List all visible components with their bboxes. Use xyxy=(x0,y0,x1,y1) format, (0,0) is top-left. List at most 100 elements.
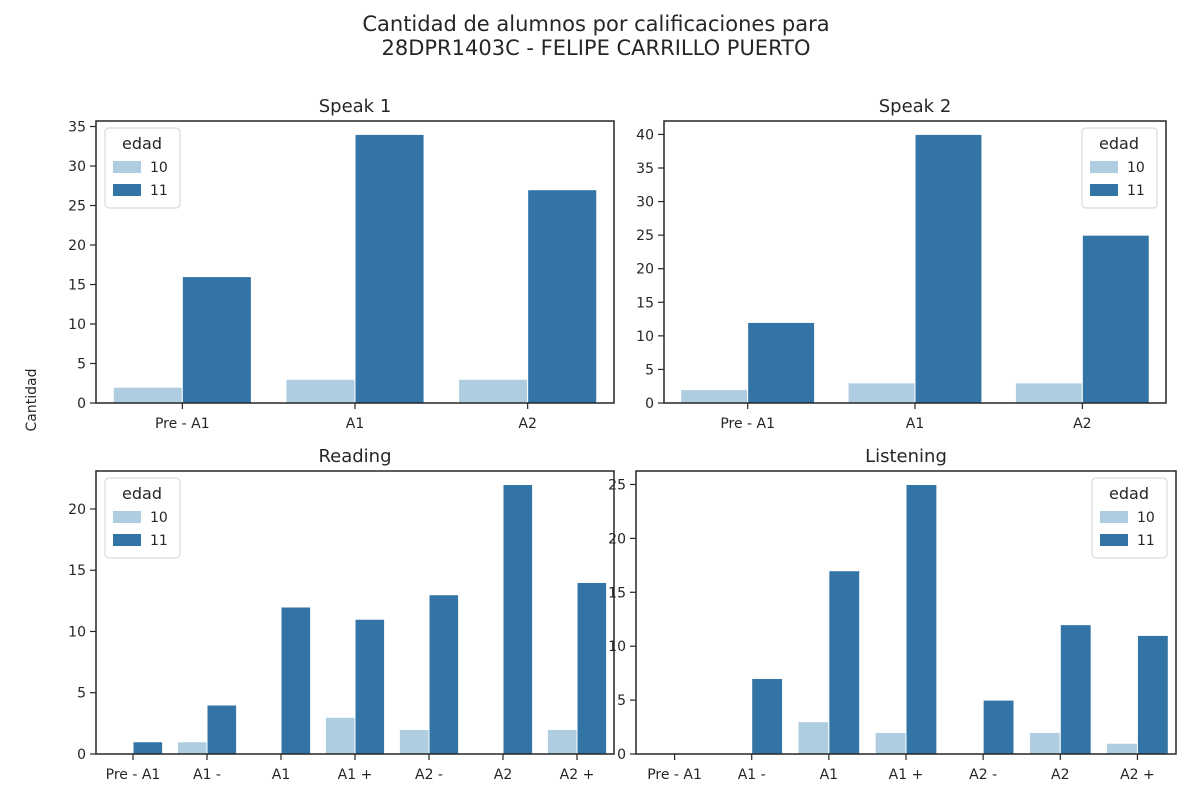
y-tick-label: 10 xyxy=(636,329,654,345)
bar-10-3 xyxy=(874,731,907,755)
bar-11-6 xyxy=(1136,634,1169,755)
bar-10-2 xyxy=(1014,382,1083,404)
subplot-title: Speak 1 xyxy=(319,96,392,117)
subplot-title: Reading xyxy=(318,446,391,467)
x-tick-label: A1 xyxy=(272,767,290,783)
legend-swatch-10 xyxy=(1100,511,1128,523)
x-tick-label: A1 xyxy=(906,416,924,432)
x-tick-label: A2 - xyxy=(969,767,997,783)
x-tick-label: Pre - A1 xyxy=(155,416,210,432)
bar-10-6 xyxy=(546,729,578,755)
figure-title-line1: Cantidad de alumnos por calificaciones p… xyxy=(362,12,830,36)
bar-10-2 xyxy=(797,721,830,755)
legend-title: edad xyxy=(122,134,162,153)
x-tick-label: A1 xyxy=(820,767,838,783)
y-tick-label: 5 xyxy=(645,362,654,378)
bar-11-6 xyxy=(576,581,608,755)
legend-title: edad xyxy=(1099,134,1139,153)
subplot-2: 0 5 10 15 20 Pre - A1 A1 - A1 A1 + A2 - A2 A2 + Read… xyxy=(68,446,615,783)
x-tick-label: A2 xyxy=(518,416,536,432)
bar-11-1 xyxy=(751,678,784,755)
y-tick-label: 30 xyxy=(636,195,654,211)
y-tick-label: 40 xyxy=(636,127,654,143)
x-tick-label: A2 + xyxy=(1120,767,1155,783)
legend-label-10: 10 xyxy=(1127,160,1145,176)
bar-11-5 xyxy=(1059,624,1092,755)
legend-label-11: 11 xyxy=(150,533,168,549)
bar-10-0 xyxy=(112,386,183,404)
bar-11-0 xyxy=(181,276,252,404)
y-tick-label: 30 xyxy=(68,159,86,175)
subplot-3: 0 5 10 15 20 25 Pre - A1 A1 - A1 A1 + A2 - A2 A2 + Li… xyxy=(608,446,1177,783)
bar-10-2 xyxy=(458,378,529,404)
bar-10-6 xyxy=(1106,742,1138,755)
bar-10-1 xyxy=(847,382,916,404)
bar-11-1 xyxy=(914,133,983,404)
bar-11-1 xyxy=(206,704,238,755)
subplot-title: Listening xyxy=(865,446,947,467)
legend-label-10: 10 xyxy=(150,510,168,526)
legend-label-10: 10 xyxy=(150,160,168,176)
y-tick-label: 35 xyxy=(636,161,654,177)
x-tick-label: A1 - xyxy=(193,767,221,783)
y-tick-label: 15 xyxy=(68,563,86,579)
y-tick-label: 25 xyxy=(636,228,654,244)
y-tick-label: 0 xyxy=(645,396,654,412)
x-tick-label: A2 xyxy=(1073,416,1091,432)
y-tick-label: 15 xyxy=(608,585,626,601)
legend: edad 10 11 xyxy=(104,127,181,209)
x-tick-label: A1 + xyxy=(338,767,373,783)
x-tick-label: A1 xyxy=(346,416,364,432)
x-tick-label: A2 + xyxy=(560,767,595,783)
subplot-0: 0 5 10 15 20 25 30 35 Pre - A1 A1 A2 Speak 1 edad 10 1… xyxy=(68,96,615,432)
x-tick-label: A2 xyxy=(494,767,512,783)
y-tick-label: 15 xyxy=(636,295,654,311)
bar-10-1 xyxy=(285,378,356,404)
x-tick-label: Pre - A1 xyxy=(720,416,775,432)
bar-11-3 xyxy=(905,483,938,755)
y-tick-label: 10 xyxy=(68,317,86,333)
subplot-1: 0 5 10 15 20 25 30 35 40 Pre - A1 A1 A2 Speak 2 edad 1… xyxy=(636,96,1167,432)
bar-11-2 xyxy=(828,570,861,755)
figure-title-line2: 28DPR1403C - FELIPE CARRILLO PUERTO xyxy=(381,36,811,60)
bar-11-4 xyxy=(428,594,460,755)
y-tick-label: 10 xyxy=(608,639,626,655)
bar-11-4 xyxy=(982,699,1015,755)
y-tick-label: 20 xyxy=(68,238,86,254)
legend-swatch-10 xyxy=(113,161,141,173)
legend-label-11: 11 xyxy=(1127,183,1145,199)
y-tick-label: 35 xyxy=(68,120,86,136)
y-tick-label: 0 xyxy=(77,396,86,412)
legend-title: edad xyxy=(122,484,162,503)
legend-swatch-11 xyxy=(113,534,141,546)
y-tick-label: 25 xyxy=(608,477,626,493)
legend-swatch-10 xyxy=(113,511,141,523)
x-tick-label: A2 xyxy=(1051,767,1069,783)
bar-11-2 xyxy=(527,189,598,404)
y-tick-label: 20 xyxy=(608,531,626,547)
bar-11-0 xyxy=(747,321,816,404)
bar-11-1 xyxy=(354,133,425,404)
figure-title: Cantidad de alumnos por calificaciones p… xyxy=(0,12,1192,60)
legend-swatch-11 xyxy=(1100,534,1128,546)
bar-11-5 xyxy=(502,483,534,755)
legend-swatch-11 xyxy=(1090,184,1118,196)
bar-10-5 xyxy=(1028,731,1061,755)
bar-11-0 xyxy=(132,741,164,755)
bar-11-3 xyxy=(354,618,386,755)
x-tick-label: A2 - xyxy=(415,767,443,783)
x-tick-label: A1 - xyxy=(738,767,766,783)
legend-title: edad xyxy=(1109,484,1149,503)
legend-label-11: 11 xyxy=(1137,533,1155,549)
legend-label-10: 10 xyxy=(1137,510,1155,526)
x-tick-label: A1 + xyxy=(889,767,924,783)
x-tick-label: Pre - A1 xyxy=(106,767,161,783)
bar-10-3 xyxy=(324,716,356,755)
legend-swatch-11 xyxy=(113,184,141,196)
y-tick-label: 20 xyxy=(636,262,654,278)
bar-10-1 xyxy=(176,741,208,755)
x-tick-label: Pre - A1 xyxy=(647,767,702,783)
legend: edad 10 11 xyxy=(1091,477,1168,559)
y-tick-label: 0 xyxy=(617,747,626,763)
